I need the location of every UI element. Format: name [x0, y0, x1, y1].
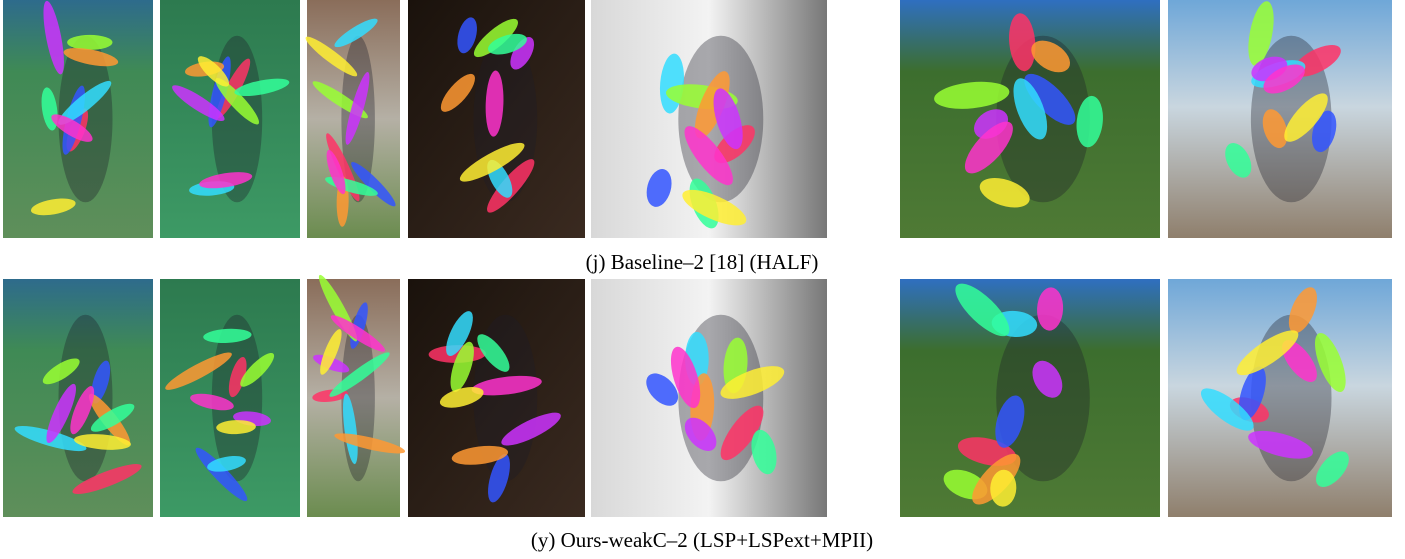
limb-estimate: [720, 366, 785, 399]
limb-estimate: [510, 37, 535, 70]
limb-estimate: [320, 329, 342, 375]
limb-estimate: [334, 433, 406, 454]
limb-estimate: [501, 412, 561, 446]
limb-estimate: [646, 373, 679, 406]
limb-estimate: [1009, 13, 1036, 72]
caption: (j) Baseline–2 [18] (HALF): [586, 250, 819, 274]
image-grid: [3, 0, 1392, 517]
limb-estimate: [343, 393, 358, 465]
limb-estimate: [240, 352, 275, 387]
limb-estimate: [46, 383, 76, 444]
limb-estimate: [488, 453, 510, 503]
limb-estimate: [485, 70, 504, 137]
limb-estimate: [1262, 109, 1288, 149]
limb-estimate: [694, 71, 730, 139]
limb-estimate: [713, 88, 743, 150]
limb-estimate: [979, 178, 1030, 208]
limb-estimate: [964, 121, 1013, 174]
limb-estimate: [1032, 360, 1063, 398]
limb-estimate: [1238, 366, 1266, 421]
limb-estimate: [1236, 330, 1299, 376]
limb-estimate: [1288, 287, 1317, 334]
limb-estimate: [345, 71, 370, 145]
limb-estimate: [197, 56, 230, 87]
limb-estimate: [199, 172, 253, 189]
limb-estimate: [91, 360, 111, 404]
limb-estimate: [1031, 40, 1071, 73]
limb-estimate: [90, 403, 135, 432]
limb-estimate: [1225, 143, 1252, 178]
limb-estimate: [172, 85, 225, 121]
limb-estimate: [457, 17, 477, 54]
limb-estimate: [30, 198, 76, 216]
limb-estimate: [451, 445, 509, 465]
limb-estimate: [351, 161, 396, 207]
limb-estimate: [1312, 110, 1337, 153]
limb-estimate: [42, 358, 80, 385]
limb-estimate: [1013, 78, 1048, 140]
limb-estimate: [955, 283, 1010, 337]
limb-estimate: [1248, 1, 1274, 66]
limb-estimate: [1315, 451, 1349, 487]
limb-estimate: [1024, 73, 1076, 125]
limb-estimate: [646, 168, 672, 207]
limb-estimate: [74, 434, 131, 450]
limb-estimate: [207, 455, 246, 472]
limb-estimate: [990, 469, 1017, 507]
limb-estimate: [720, 405, 764, 461]
limb-estimate: [305, 36, 358, 77]
limb-estimate: [488, 33, 527, 55]
limb-estimate: [1037, 287, 1064, 331]
limb-estimate: [70, 386, 95, 435]
limb-estimate: [215, 78, 259, 125]
limb-estimate: [670, 346, 701, 409]
limb-estimate: [72, 464, 142, 495]
limb-estimate: [195, 447, 248, 502]
limb-estimate: [934, 81, 1010, 109]
limb-estimate: [43, 0, 64, 75]
limb-estimate: [63, 48, 119, 67]
limb-estimate: [1284, 93, 1328, 142]
limb-estimate: [684, 417, 717, 451]
limb-estimate: [1200, 388, 1254, 431]
limb-estimate: [1314, 332, 1346, 392]
limb-estimate: [682, 189, 747, 226]
limb-estimate: [234, 78, 290, 97]
limb-estimate: [473, 18, 518, 58]
limb-estimate: [450, 341, 474, 393]
photo: [160, 0, 300, 238]
limb-estimate: [1282, 340, 1317, 383]
limb-estimate: [326, 149, 346, 195]
limb-estimate: [1076, 95, 1103, 148]
limb-estimate: [67, 34, 113, 50]
limb-estimate: [440, 73, 475, 112]
limb-estimate: [751, 429, 777, 475]
limb-estimate: [446, 311, 473, 357]
limb-estimate: [58, 80, 112, 125]
limb-estimate: [684, 126, 733, 186]
limb-estimate: [459, 142, 525, 182]
limb-estimate: [51, 114, 93, 142]
limb-estimate: [190, 393, 234, 411]
limb-estimate: [329, 352, 390, 397]
caption: (y) Ours-weakC–2 (LSP+LSPext+MPII): [531, 528, 873, 552]
limb-estimate: [1293, 44, 1341, 77]
person: [996, 314, 1090, 482]
limb-estimate: [330, 315, 386, 352]
limb-estimate: [216, 420, 256, 435]
limb-estimate: [439, 387, 484, 408]
limb-estimate: [995, 395, 1025, 448]
limb-estimate: [165, 352, 232, 390]
limb-estimate: [471, 375, 542, 396]
limb-estimate: [334, 18, 378, 48]
limb-estimate: [228, 356, 247, 398]
limb-estimate: [1248, 430, 1313, 459]
limb-estimate: [203, 328, 252, 343]
limb-estimate: [1263, 64, 1305, 94]
limb-estimate: [477, 334, 510, 372]
